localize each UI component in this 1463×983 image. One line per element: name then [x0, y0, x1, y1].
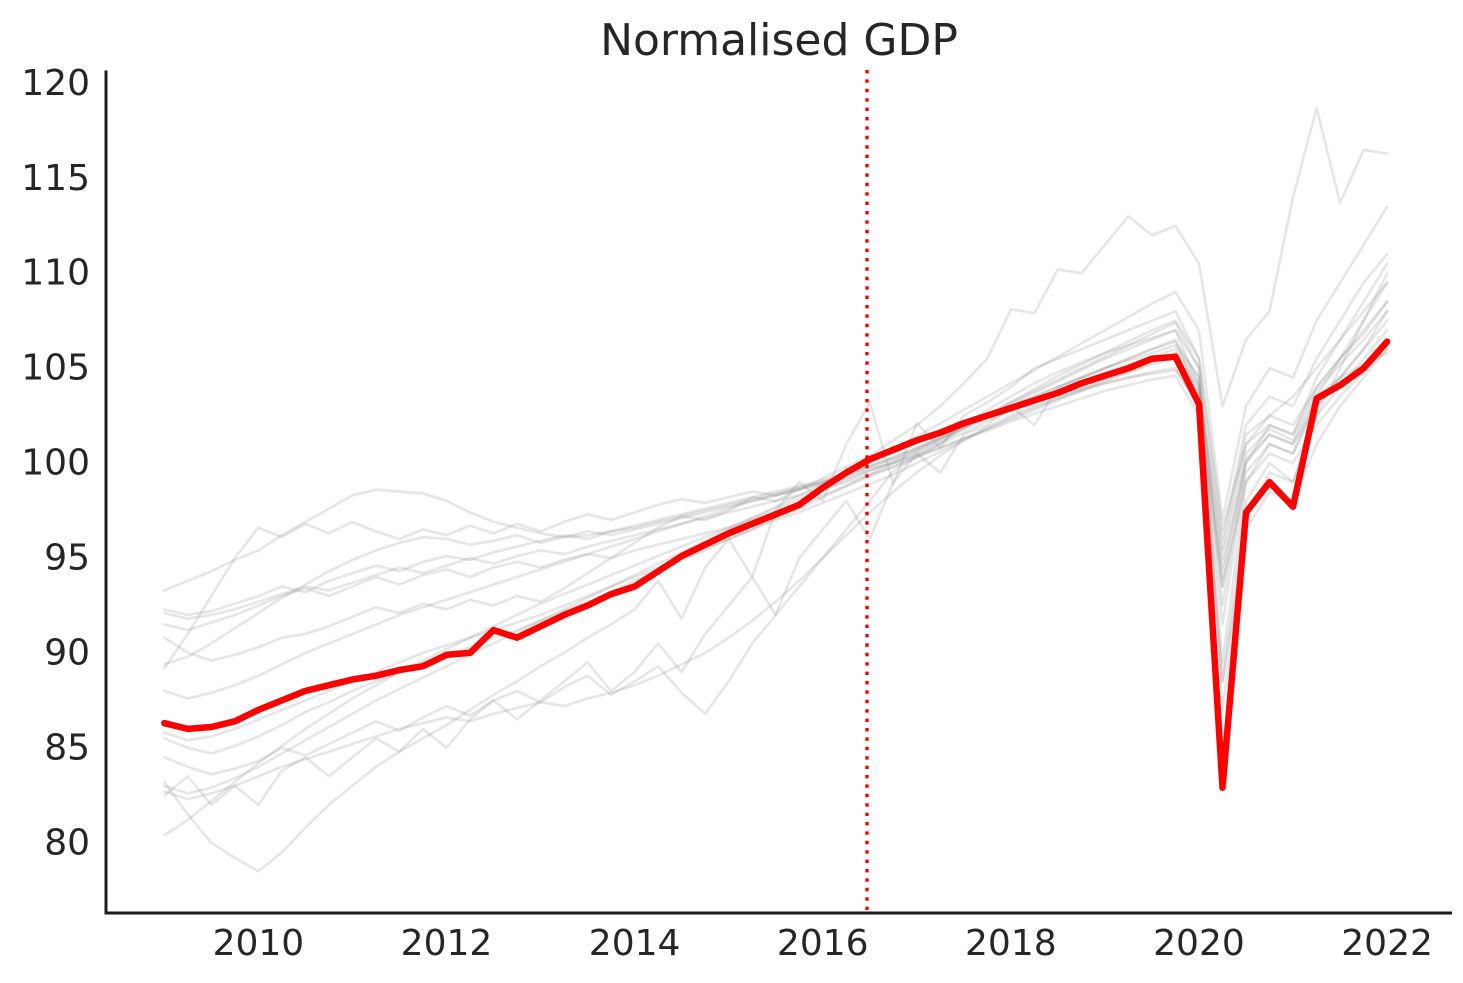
x-tick-label: 2010 — [213, 923, 305, 964]
y-tick-label: 80 — [44, 822, 90, 863]
gdp-line-background — [163, 309, 1389, 807]
gdp-line-background — [163, 300, 1389, 621]
gdp-line-background — [163, 271, 1389, 837]
x-tick-label: 2014 — [589, 923, 681, 964]
gdp-line-background — [163, 252, 1389, 666]
gdp-line-highlight — [161, 338, 1391, 791]
chart-title: Normalised GDP — [600, 15, 958, 66]
y-tick-label: 90 — [44, 632, 90, 673]
y-tick-label: 95 — [44, 537, 90, 578]
y-tick-label: 85 — [44, 727, 90, 768]
gdp-line-background — [163, 262, 1389, 617]
gdp-line-background — [163, 300, 1389, 755]
x-tick-label: 2012 — [401, 923, 493, 964]
gdp-line-background — [163, 281, 1389, 700]
y-tick-label: 115 — [21, 158, 90, 199]
x-tick-label: 2016 — [777, 923, 869, 964]
gdp-line-background — [163, 328, 1389, 776]
y-tick-label: 105 — [21, 348, 90, 389]
gdp-line-background — [163, 281, 1389, 873]
gdp-line-background — [163, 351, 1389, 592]
y-tick-label: 100 — [21, 443, 90, 484]
gdp-line-background — [163, 347, 1389, 801]
x-tick-label: 2018 — [965, 923, 1057, 964]
gdp-line-background — [163, 205, 1389, 795]
x-tick-label: 2022 — [1341, 923, 1433, 964]
y-tick-label: 110 — [21, 253, 90, 294]
x-tick-label: 2020 — [1153, 923, 1245, 964]
gdp-line-background — [163, 106, 1389, 662]
y-tick-label: 120 — [21, 63, 90, 104]
gdp-line-background — [163, 347, 1389, 670]
